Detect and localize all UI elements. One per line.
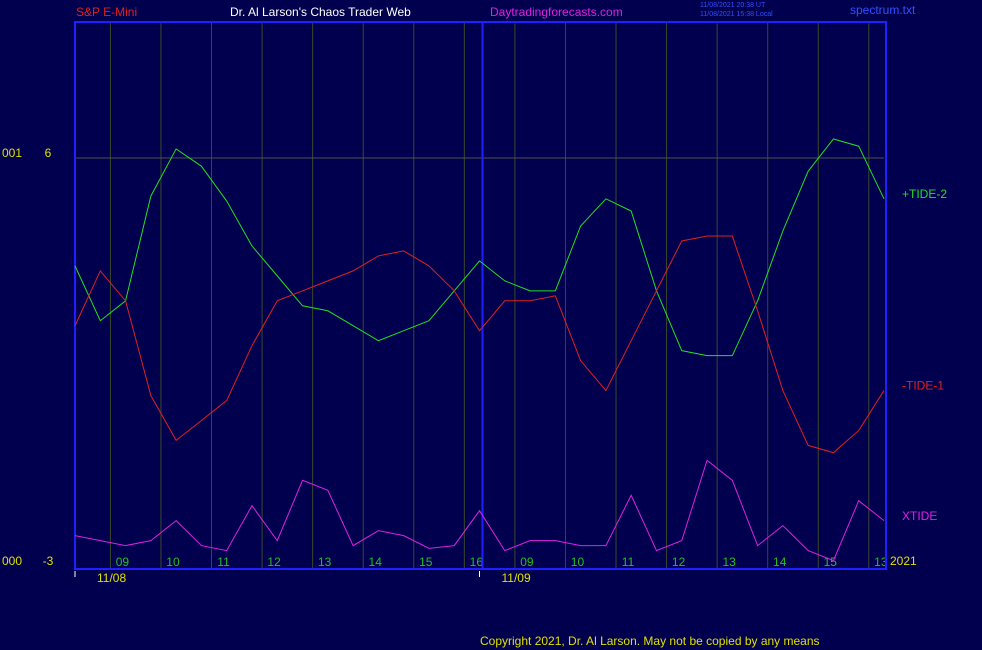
series-line [74, 235, 885, 454]
date-label: 11/08 [97, 571, 126, 585]
series-line [74, 138, 885, 357]
y-tick-label: -3 [43, 554, 54, 568]
x-tick-label: 11 [622, 555, 635, 569]
site-title: Dr. Al Larson's Chaos Trader Web [230, 5, 411, 19]
time-ut: 11/08/2021 20:38 UT [700, 2, 766, 9]
y-tick-code: 000 [2, 554, 22, 568]
x-tick-label: 16 [470, 555, 484, 569]
x-tick-label: 10 [166, 555, 180, 569]
x-tick-label: 12 [267, 555, 281, 569]
series-line [74, 459, 885, 562]
x-tick-label: 14 [369, 555, 383, 569]
date-label: 11/09 [502, 571, 531, 585]
y-tick-code: 001 [2, 146, 22, 160]
year: 2021 [890, 554, 917, 568]
url: Daytradingforecasts.com [490, 5, 623, 19]
x-tick-label: 14 [773, 555, 787, 569]
x-tick-label: 09 [116, 555, 130, 569]
file-name: spectrum.txt [850, 3, 916, 17]
x-tick-label: 12 [672, 555, 686, 569]
copyright: Copyright 2021, Dr. Al Larson. May not b… [480, 634, 820, 648]
x-tick-label: 13 [874, 555, 888, 569]
x-tick-label: 15 [419, 555, 433, 569]
x-tick-label: 13 [722, 555, 736, 569]
y-tick-label: 6 [45, 146, 52, 160]
legend-label: -TIDE-1 [902, 379, 944, 393]
x-tick-label: 09 [520, 555, 534, 569]
plot-frame [74, 21, 887, 570]
x-tick-label: 11 [217, 555, 230, 569]
legend-label: +TIDE-2 [902, 187, 947, 201]
symbol: S&P E-Mini [76, 5, 137, 19]
x-tick-label: 13 [318, 555, 332, 569]
time-local: 11/08/2021 15:38 Local [700, 11, 773, 18]
legend-label: XTIDE [902, 509, 937, 523]
x-tick-label: 10 [571, 555, 585, 569]
